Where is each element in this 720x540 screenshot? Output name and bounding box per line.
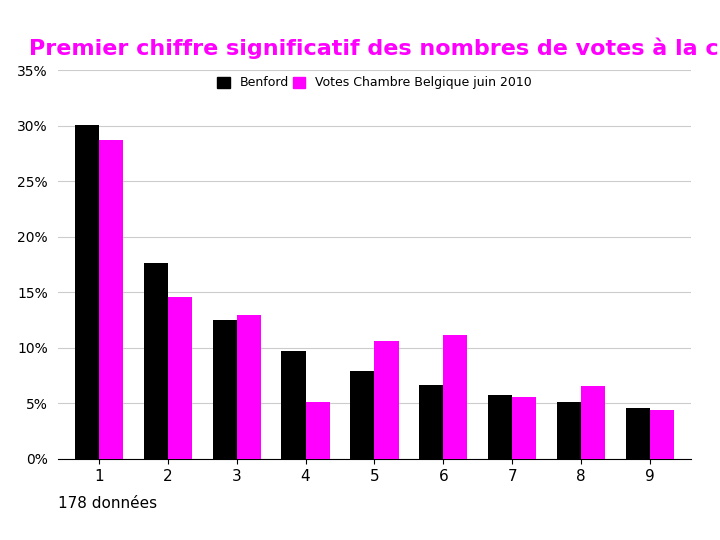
Bar [305, 402, 330, 459]
Bar [237, 315, 261, 459]
Bar [626, 408, 650, 459]
Legend: Benford, Votes Chambre Belgique juin 2010: Benford, Votes Chambre Belgique juin 201… [217, 77, 532, 90]
Bar [75, 125, 99, 459]
Text: 178 données: 178 données [58, 496, 157, 511]
Bar [581, 386, 605, 459]
Bar [419, 384, 444, 459]
Bar [374, 341, 398, 459]
Bar [99, 140, 123, 459]
Bar [168, 297, 192, 459]
Bar [444, 335, 467, 459]
Text: Premier chiffre significatif des nombres de votes à la chambre: Premier chiffre significatif des nombres… [29, 38, 720, 59]
Bar [282, 351, 305, 459]
Bar [512, 397, 536, 459]
Bar [351, 371, 374, 459]
Bar [212, 320, 237, 459]
Bar [650, 410, 674, 459]
Bar [144, 264, 168, 459]
Bar [488, 395, 512, 459]
Bar [557, 402, 581, 459]
